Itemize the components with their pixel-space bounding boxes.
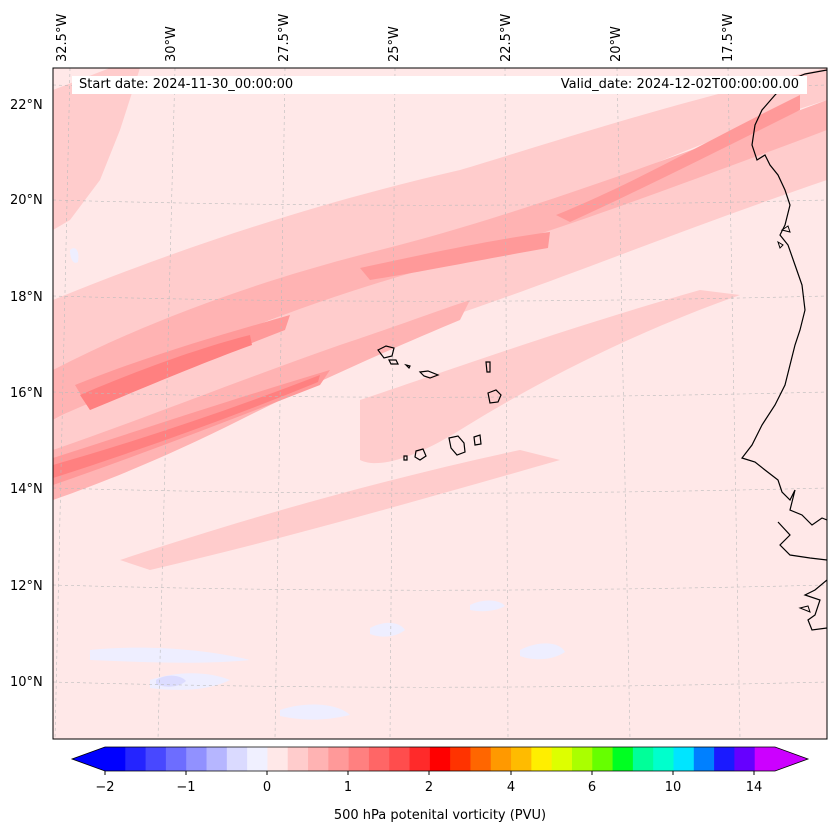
colorbar-swatch bbox=[653, 747, 674, 771]
map-area bbox=[53, 68, 827, 739]
colorbar-swatch bbox=[389, 747, 411, 771]
colorbar-swatch bbox=[308, 747, 329, 771]
pv-contour-band bbox=[53, 68, 140, 230]
pv-contour-band bbox=[360, 290, 740, 464]
lat-label: 22°N bbox=[10, 98, 43, 113]
colorbar-swatch bbox=[226, 747, 248, 771]
lat-label: 10°N bbox=[10, 675, 43, 690]
lat-label: 14°N bbox=[10, 482, 43, 497]
pv-contour-band bbox=[360, 232, 550, 280]
colorbar-swatch bbox=[409, 747, 431, 771]
colorbar-swatch bbox=[693, 747, 715, 771]
colorbar-swatch bbox=[612, 747, 634, 771]
pv-negative-patch bbox=[520, 643, 565, 660]
pv-negative-patch bbox=[470, 600, 505, 612]
colorbar-tick-label: 1 bbox=[343, 780, 353, 795]
pv-contour-band bbox=[556, 95, 800, 222]
lon-label: 25°W bbox=[387, 26, 402, 62]
colorbar-swatch bbox=[145, 747, 167, 771]
pv-negative-patch bbox=[156, 675, 186, 687]
colorbar-swatch bbox=[165, 747, 187, 771]
valid-date-label: Valid_date: 2024-12-02T00:00:00.00 bbox=[560, 77, 799, 92]
colorbar-swatch bbox=[206, 747, 228, 771]
colorbar-tick-label: 4 bbox=[506, 780, 516, 795]
colorbar-swatch bbox=[673, 747, 695, 771]
colorbar-swatch bbox=[267, 747, 289, 771]
lon-label: 22.5°W bbox=[499, 13, 514, 62]
colorbar-swatch bbox=[287, 747, 309, 771]
colorbar bbox=[70, 746, 810, 775]
colorbar-swatch bbox=[348, 747, 370, 771]
colorbar-tick-label: −2 bbox=[95, 780, 115, 795]
colorbar-swatch bbox=[714, 747, 735, 771]
lon-label: 30°W bbox=[164, 26, 179, 62]
lon-label: 20°W bbox=[609, 26, 624, 62]
lat-label: 12°N bbox=[10, 579, 43, 594]
coastline-africa bbox=[777, 225, 811, 613]
colorbar-swatch bbox=[632, 747, 654, 771]
colorbar-title: 500 hPa potenital vorticity (PVU) bbox=[333, 808, 547, 823]
colorbar-tick-label: 14 bbox=[745, 780, 763, 795]
colorbar-swatch bbox=[531, 747, 553, 771]
colorbar-tick-label: 2 bbox=[424, 780, 434, 795]
colorbar-tick-label: 6 bbox=[587, 780, 597, 795]
colorbar-swatch bbox=[450, 747, 471, 771]
start-date-label: Start date: 2024-11-30_00:00:00 bbox=[79, 77, 294, 92]
colorbar-swatch bbox=[592, 747, 614, 771]
colorbar-swatch bbox=[470, 747, 492, 771]
colorbar-swatch bbox=[754, 747, 776, 771]
colorbar-swatch bbox=[511, 747, 532, 771]
lon-label: 17.5°W bbox=[721, 13, 736, 62]
pv-contour-band bbox=[53, 375, 320, 478]
colorbar-swatch bbox=[105, 747, 126, 771]
lat-label: 16°N bbox=[10, 386, 43, 401]
graticule bbox=[53, 68, 827, 739]
pv-negative-patch bbox=[280, 704, 350, 720]
pv-contour-band bbox=[120, 450, 560, 570]
pv-contour-band bbox=[80, 335, 252, 410]
lon-label: 27.5°W bbox=[277, 13, 292, 62]
colorbar-tick-label: 0 bbox=[262, 780, 272, 795]
coastline-islands bbox=[377, 345, 502, 461]
colorbar-tick-label: −1 bbox=[176, 780, 196, 795]
map-frame bbox=[52, 67, 828, 740]
pv-negative-patch bbox=[90, 647, 250, 663]
colorbar-swatch bbox=[490, 747, 512, 771]
lat-label: 20°N bbox=[10, 193, 43, 208]
colorbar-swatch bbox=[734, 747, 756, 771]
colorbar-swatch bbox=[328, 747, 350, 771]
colorbar-swatch bbox=[429, 747, 451, 771]
pv-negative-patch bbox=[370, 622, 405, 637]
colorbar-swatch bbox=[551, 747, 573, 771]
colorbar-swatch bbox=[125, 747, 147, 771]
colorbar-extend-over bbox=[775, 747, 808, 771]
colorbar-tick-label: 10 bbox=[664, 780, 682, 795]
colorbar-swatch bbox=[186, 747, 208, 771]
colorbar-swatch bbox=[368, 747, 390, 771]
colorbar-extend-under bbox=[72, 747, 105, 771]
lon-label: 32.5°W bbox=[55, 13, 70, 62]
date-info-bar: Start date: 2024-11-30_00:00:00 Valid_da… bbox=[72, 76, 807, 94]
coastline-africa bbox=[740, 69, 827, 631]
pv-negative-patch bbox=[70, 248, 79, 263]
lat-label: 18°N bbox=[10, 290, 43, 305]
colorbar-swatch bbox=[571, 747, 593, 771]
colorbar-swatch bbox=[247, 747, 268, 771]
